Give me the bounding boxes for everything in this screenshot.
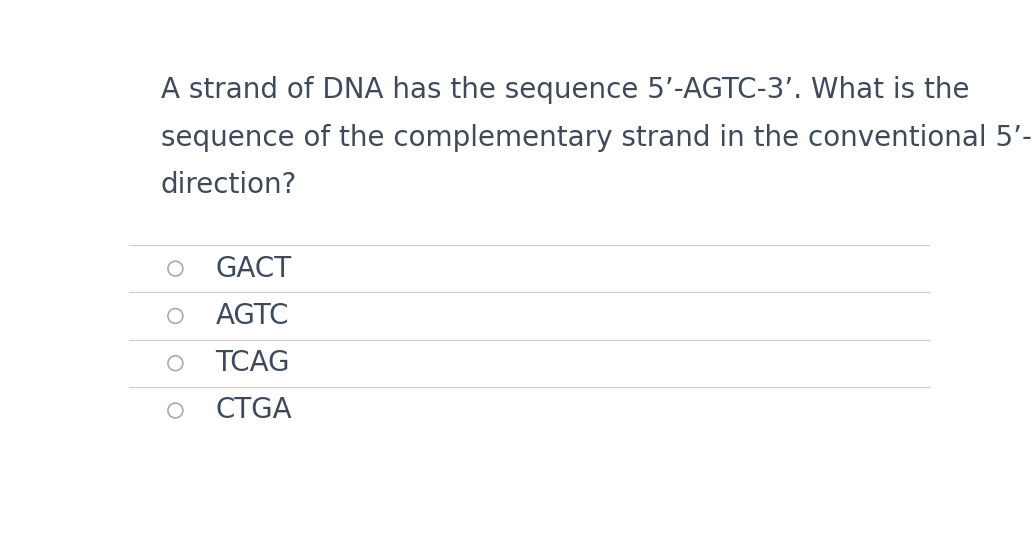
Text: sequence of the complementary strand in the conventional 5’-3’: sequence of the complementary strand in … <box>161 124 1032 152</box>
Text: AGTC: AGTC <box>216 302 289 330</box>
Text: CTGA: CTGA <box>216 397 292 425</box>
Text: GACT: GACT <box>216 255 291 282</box>
Text: A strand of DNA has the sequence 5’-AGTC-3’. What is the: A strand of DNA has the sequence 5’-AGTC… <box>161 76 969 105</box>
Text: direction?: direction? <box>161 171 297 199</box>
Text: TCAG: TCAG <box>216 349 290 377</box>
